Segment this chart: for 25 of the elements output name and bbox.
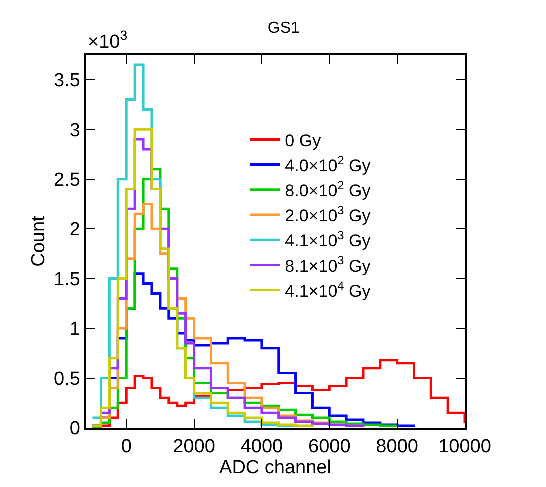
y-tick-label: 0 <box>70 418 80 440</box>
x-tick-label: 6000 <box>308 436 351 458</box>
y-tick-label: 3 <box>70 120 80 142</box>
y-tick-label: 1.5 <box>54 269 80 290</box>
x-tick-label: 8000 <box>376 436 418 458</box>
x-tick-label: 4000 <box>240 436 284 458</box>
text: ×10$^{3}$ <box>88 28 128 53</box>
y-tick-label: 0.5 <box>54 368 80 390</box>
x-tick-label: 10000 <box>438 436 492 458</box>
legend-label: 4.1×10$^{4}$ Gy <box>285 278 372 301</box>
x-tick-label: 0 <box>121 436 132 458</box>
legend-label: 2.0×10$^{3}$ Gy <box>285 203 372 226</box>
legend-label: 4.1×10$^{3}$ Gy <box>285 228 372 251</box>
legend-label: 8.0×10$^{2}$ Gy <box>285 178 372 201</box>
x-tick-label: 2000 <box>173 436 216 458</box>
y-tick-label: 1 <box>70 319 80 340</box>
y-axis-title: Count <box>28 215 50 267</box>
y-tick-label: 3.5 <box>54 70 80 92</box>
legend-label: 0 Gy <box>285 131 322 150</box>
y-tick-label: 2 <box>70 220 80 241</box>
chart-title: GS1 <box>268 20 300 38</box>
legend-label: 4.0×10$^{2}$ Gy <box>285 153 372 176</box>
x-axis-title: ADC channel <box>220 458 332 479</box>
y-tick-label: 2.5 <box>54 170 80 191</box>
legend-label: 8.1×10$^{3}$ Gy <box>285 254 372 276</box>
